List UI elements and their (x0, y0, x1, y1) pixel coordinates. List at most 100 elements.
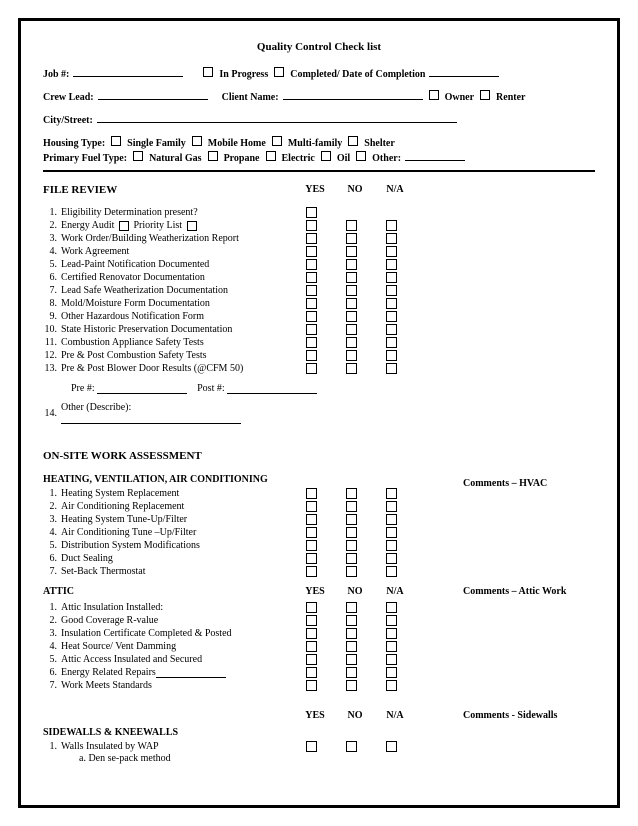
checkbox[interactable] (386, 667, 397, 678)
checkbox[interactable] (306, 207, 317, 218)
checkbox[interactable] (306, 272, 317, 283)
checkbox[interactable] (346, 540, 357, 551)
checkbox[interactable] (346, 363, 357, 374)
checkbox[interactable] (386, 363, 397, 374)
checkbox[interactable] (346, 350, 357, 361)
checkbox[interactable] (386, 501, 397, 512)
checkbox[interactable] (346, 741, 357, 752)
checkbox[interactable] (386, 654, 397, 665)
electric-checkbox[interactable] (266, 151, 276, 161)
checkbox[interactable] (346, 246, 357, 257)
job-blank[interactable] (73, 67, 183, 77)
checkbox[interactable] (346, 628, 357, 639)
checkbox[interactable] (306, 680, 317, 691)
checkbox[interactable] (306, 311, 317, 322)
checkbox[interactable] (306, 667, 317, 678)
checkbox[interactable] (386, 566, 397, 577)
checkbox[interactable] (306, 514, 317, 525)
checkbox[interactable] (306, 641, 317, 652)
other-fuel-blank[interactable] (405, 151, 465, 161)
checkbox[interactable] (386, 641, 397, 652)
energy-audit-checkbox[interactable] (119, 221, 129, 231)
checkbox[interactable] (346, 641, 357, 652)
checkbox[interactable] (306, 602, 317, 613)
checkbox[interactable] (386, 285, 397, 296)
row-blank[interactable] (156, 668, 226, 678)
checkbox[interactable] (386, 553, 397, 564)
checkbox[interactable] (386, 324, 397, 335)
checkbox[interactable] (386, 680, 397, 691)
checkbox[interactable] (386, 350, 397, 361)
shelter-checkbox[interactable] (348, 136, 358, 146)
checkbox[interactable] (306, 285, 317, 296)
checkbox[interactable] (306, 628, 317, 639)
completion-date-blank[interactable] (429, 67, 499, 77)
checkbox[interactable] (306, 741, 317, 752)
checkbox[interactable] (346, 337, 357, 348)
checkbox[interactable] (386, 628, 397, 639)
propane-checkbox[interactable] (208, 151, 218, 161)
city-street-blank[interactable] (97, 113, 457, 123)
checkbox[interactable] (386, 311, 397, 322)
checkbox[interactable] (386, 527, 397, 538)
checkbox[interactable] (386, 246, 397, 257)
checkbox[interactable] (386, 488, 397, 499)
checkbox[interactable] (386, 514, 397, 525)
post-blank[interactable] (227, 384, 317, 394)
oil-checkbox[interactable] (321, 151, 331, 161)
other-fuel-checkbox[interactable] (356, 151, 366, 161)
checkbox[interactable] (386, 337, 397, 348)
client-name-blank[interactable] (283, 90, 423, 100)
item-14-blank[interactable] (61, 414, 241, 424)
checkbox[interactable] (386, 233, 397, 244)
checkbox[interactable] (386, 259, 397, 270)
completed-checkbox[interactable] (274, 67, 284, 77)
priority-list-checkbox[interactable] (187, 221, 197, 231)
checkbox[interactable] (346, 259, 357, 270)
checkbox[interactable] (306, 488, 317, 499)
checkbox[interactable] (306, 220, 317, 231)
checkbox[interactable] (346, 285, 357, 296)
checkbox[interactable] (306, 324, 317, 335)
mobile-home-checkbox[interactable] (192, 136, 202, 146)
checkbox[interactable] (306, 246, 317, 257)
checkbox[interactable] (306, 350, 317, 361)
checkbox[interactable] (346, 615, 357, 626)
checkbox[interactable] (306, 298, 317, 309)
checkbox[interactable] (346, 680, 357, 691)
checkbox[interactable] (346, 220, 357, 231)
checkbox[interactable] (346, 501, 357, 512)
checkbox[interactable] (306, 337, 317, 348)
checkbox[interactable] (346, 298, 357, 309)
pre-blank[interactable] (97, 384, 187, 394)
renter-checkbox[interactable] (480, 90, 490, 100)
checkbox[interactable] (346, 233, 357, 244)
checkbox[interactable] (346, 514, 357, 525)
checkbox[interactable] (306, 259, 317, 270)
checkbox[interactable] (346, 654, 357, 665)
checkbox[interactable] (306, 233, 317, 244)
checkbox[interactable] (346, 667, 357, 678)
checkbox[interactable] (346, 553, 357, 564)
checkbox[interactable] (306, 615, 317, 626)
gas-checkbox[interactable] (133, 151, 143, 161)
checkbox[interactable] (386, 272, 397, 283)
checkbox[interactable] (346, 566, 357, 577)
checkbox[interactable] (306, 527, 317, 538)
checkbox[interactable] (346, 272, 357, 283)
checkbox[interactable] (346, 602, 357, 613)
in-progress-checkbox[interactable] (203, 67, 213, 77)
checkbox[interactable] (306, 363, 317, 374)
multi-family-checkbox[interactable] (272, 136, 282, 146)
owner-checkbox[interactable] (429, 90, 439, 100)
checkbox[interactable] (386, 602, 397, 613)
checkbox[interactable] (346, 527, 357, 538)
checkbox[interactable] (306, 566, 317, 577)
checkbox[interactable] (306, 654, 317, 665)
checkbox[interactable] (306, 501, 317, 512)
checkbox[interactable] (346, 311, 357, 322)
checkbox[interactable] (306, 540, 317, 551)
checkbox[interactable] (306, 553, 317, 564)
checkbox[interactable] (346, 488, 357, 499)
checkbox[interactable] (386, 540, 397, 551)
